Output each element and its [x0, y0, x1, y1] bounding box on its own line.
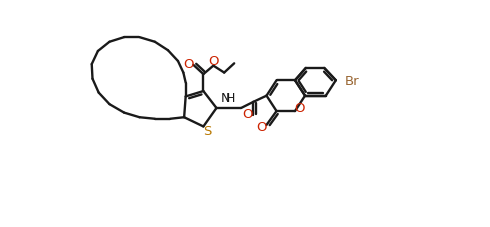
Text: O: O	[256, 121, 267, 133]
Text: O: O	[294, 101, 305, 114]
Text: H: H	[226, 92, 235, 105]
Text: O: O	[242, 107, 252, 120]
Text: O: O	[184, 58, 194, 71]
Text: N: N	[221, 92, 230, 105]
Text: O: O	[208, 54, 219, 67]
Text: Br: Br	[345, 74, 360, 87]
Text: S: S	[203, 124, 211, 137]
